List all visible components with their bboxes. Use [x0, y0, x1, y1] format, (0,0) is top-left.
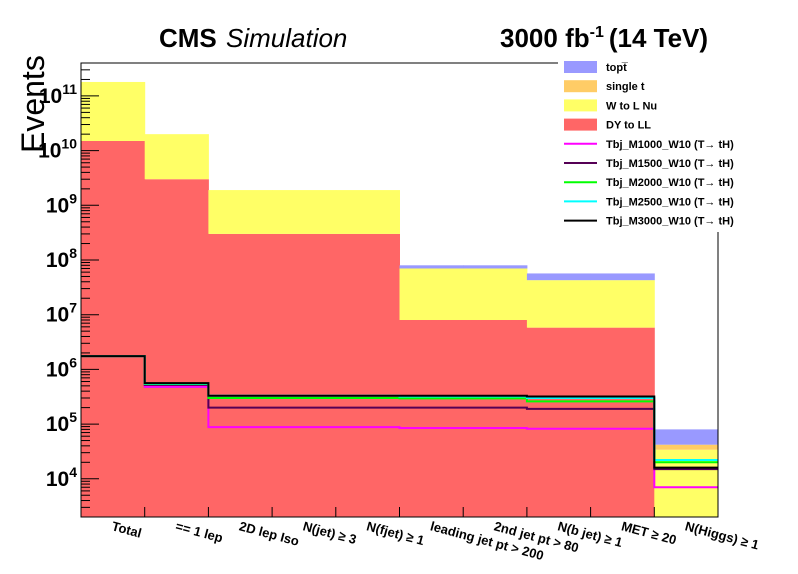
- legend-swatch-top: [564, 61, 597, 73]
- bar-w-to-l-nu-4: [335, 190, 400, 234]
- x-tick-label-8: MET ≥ 20: [620, 518, 678, 547]
- bar-single-t-9: [654, 444, 718, 450]
- y-axis-label: Events: [15, 55, 51, 153]
- bar-topt--5: [399, 265, 464, 269]
- signal-line-5: [81, 355, 718, 469]
- bar-w-to-l-nu-5: [399, 268, 464, 320]
- y-tick-label-6: 1010: [38, 136, 77, 163]
- legend-label-signal-5: Tbj_M3000_W10 (T→ tH): [606, 216, 734, 228]
- bar-dy-to-ll-3: [272, 233, 337, 517]
- y-tick-label-3: 107: [46, 300, 77, 327]
- legend-label-signal-3: Tbj_M2000_W10 (T→ tH): [606, 177, 734, 189]
- bar-topt--9: [654, 429, 718, 445]
- bar-w-to-l-nu-8: [590, 280, 655, 328]
- bar-w-to-l-nu-6: [463, 268, 528, 320]
- lumi-exponent: -1: [590, 24, 604, 41]
- legend-swatch-DY: [564, 118, 597, 131]
- x-tick-label-3: N(jet) ≥ 3: [301, 518, 358, 547]
- x-tick-label-4: N(fjet) ≥ 1: [365, 518, 426, 548]
- legend-swatch-single: [564, 80, 597, 93]
- legend-label-top: topt̅: [606, 62, 629, 74]
- legend-label-single: single t: [606, 81, 645, 93]
- y-tick-label-4: 108: [46, 245, 77, 272]
- bar-dy-to-ll-0: [81, 140, 146, 517]
- legend-label-DY: DY to LL: [606, 120, 651, 132]
- bar-dy-to-ll-8: [590, 327, 655, 517]
- x-tick-label-9: N(Higgs) ≥ 1: [684, 518, 761, 552]
- bar-w-to-l-nu-2: [208, 190, 273, 234]
- x-tick-label-2: 2D lep Iso: [238, 518, 301, 548]
- lumi-energy: (14 TeV): [609, 23, 708, 53]
- y-tick-label-0: 104: [46, 464, 77, 491]
- legend-label-signal-4: Tbj_M2500_W10 (T→ tH): [606, 196, 734, 208]
- legend-label-signal-1: Tbj_M1000_W10 (T→ tH): [606, 139, 734, 151]
- bar-dy-to-ll-7: [526, 327, 592, 517]
- y-tick-label-2: 106: [46, 354, 77, 381]
- y-axis: 104 105 106 107 108 109 1010 1011: [38, 62, 99, 518]
- bar-w-to-l-nu-7: [526, 280, 592, 328]
- bar-w-to-l-nu-1: [144, 134, 209, 180]
- bar-dy-to-ll-4: [335, 233, 400, 517]
- chart-title-main: CMS: [159, 23, 217, 53]
- legend-label-signal-2: Tbj_M1500_W10 (T→ tH): [606, 158, 734, 170]
- x-tick-label-1: == 1 lep: [174, 518, 225, 545]
- bar-w-to-l-nu-0: [81, 81, 146, 141]
- bar-topt--8: [590, 273, 655, 281]
- y-tick-label-5: 109: [46, 190, 77, 217]
- legend-swatch-W: [564, 99, 597, 112]
- y-tick-label-7: 1011: [39, 81, 77, 108]
- bar-topt--6: [463, 265, 528, 269]
- bar-topt--7: [526, 273, 592, 281]
- bar-dy-to-ll-2: [208, 233, 273, 517]
- signal-line-1: [81, 355, 718, 489]
- bar-dy-to-ll-5: [399, 319, 464, 517]
- bar-dy-to-ll-1: [144, 179, 209, 517]
- y-tick-label-1: 105: [46, 409, 77, 436]
- legend-label-W: W to L Nu: [606, 100, 657, 112]
- signal-lines: [81, 355, 718, 489]
- chart-title-sub: Simulation: [226, 23, 347, 53]
- lumi-value: 3000 fb: [500, 23, 590, 53]
- x-tick-label-0: Total: [110, 518, 143, 540]
- legend: topt̅ single t W to L Nu DY to LL Tbj_M1000_…: [558, 56, 734, 232]
- lumi-label: 3000 fb-1 (14 TeV): [500, 23, 708, 53]
- bar-w-to-l-nu-3: [272, 190, 337, 234]
- bar-dy-to-ll-6: [463, 319, 528, 517]
- stack-bars: [81, 81, 718, 517]
